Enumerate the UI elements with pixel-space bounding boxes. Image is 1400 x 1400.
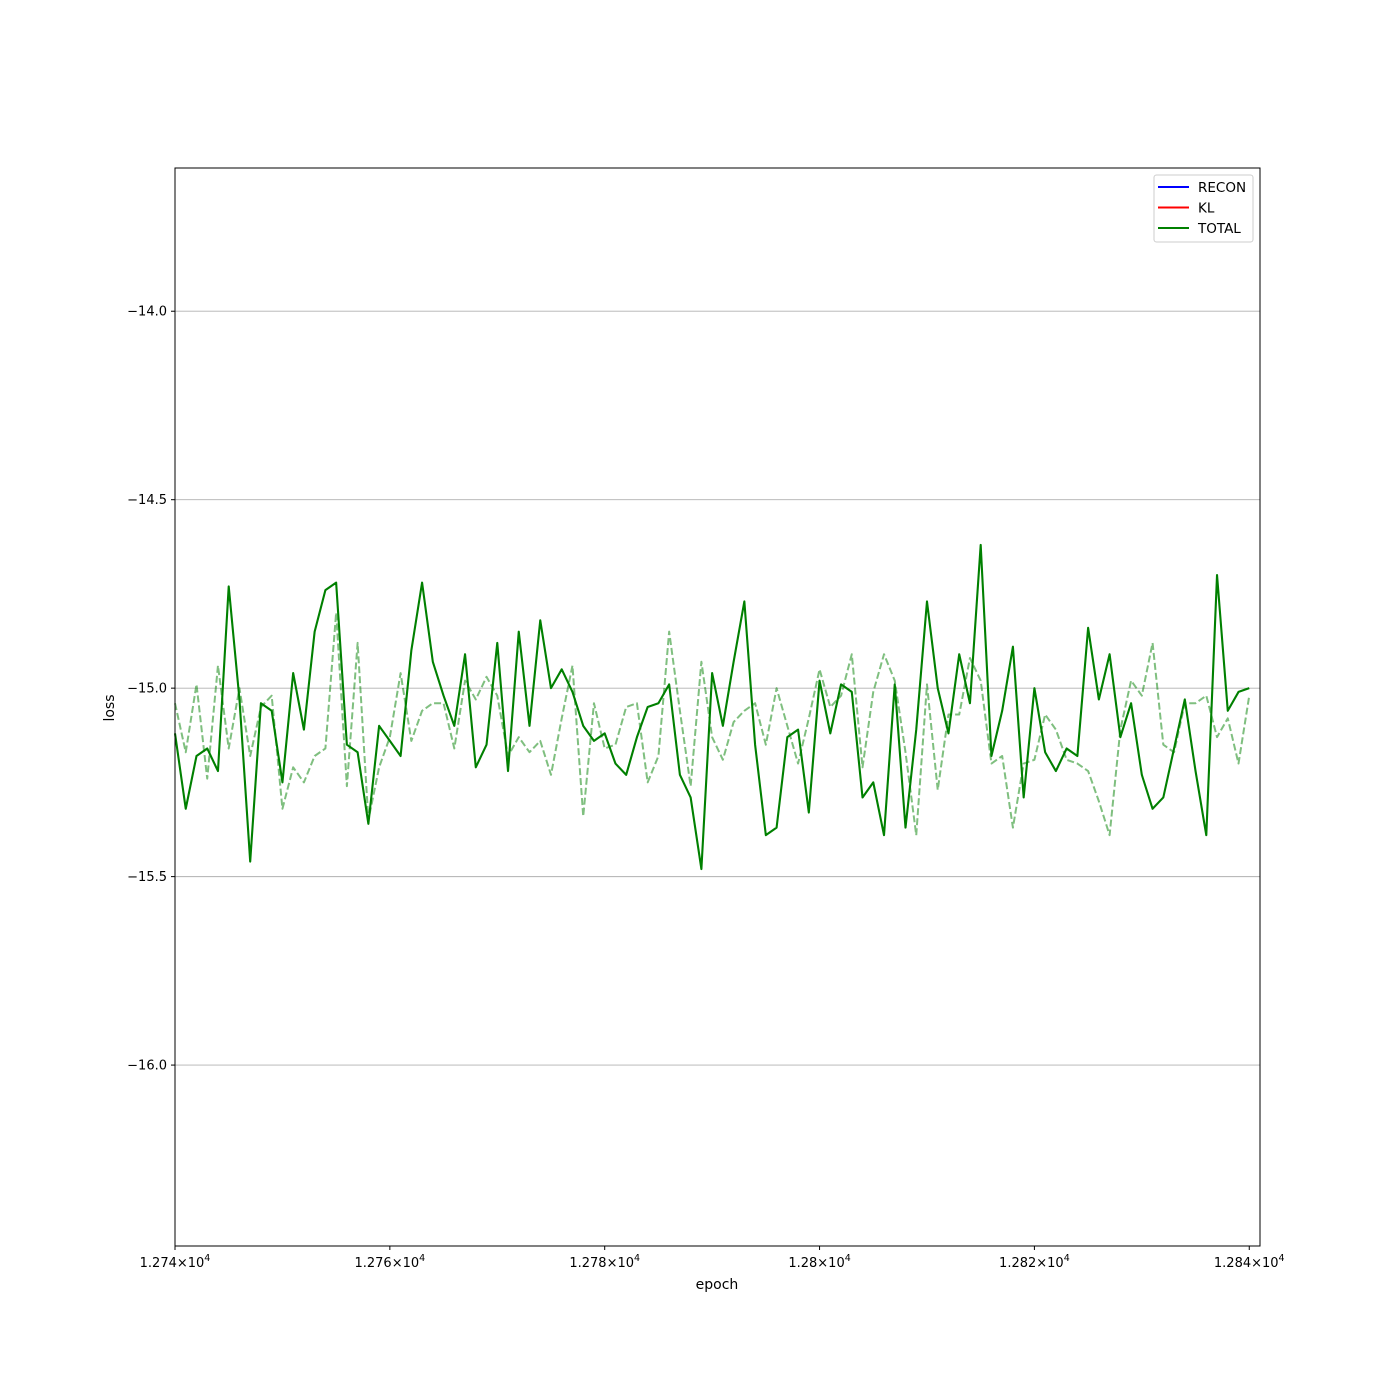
x-tick-exponent: 4 — [1279, 1253, 1285, 1264]
x-tick-label: 1.28×104 — [788, 1253, 850, 1271]
x-tick-multiplier: ×10 — [392, 1256, 419, 1271]
x-tick-multiplier: ×10 — [817, 1256, 844, 1271]
x-tick-exponent: 4 — [204, 1253, 210, 1264]
x-tick-exponent: 4 — [419, 1253, 425, 1264]
x-tick-mantissa: 1.276 — [354, 1256, 391, 1271]
legend: RECON KL TOTAL — [1153, 174, 1254, 243]
x-tick-multiplier: ×10 — [1251, 1256, 1278, 1271]
legend-box — [1153, 174, 1254, 243]
x-tick-multiplier: ×10 — [607, 1256, 634, 1271]
x-tick-label: 1.276×104 — [354, 1253, 425, 1271]
x-tick-label: 1.274×104 — [140, 1253, 211, 1271]
x-axis-label: epoch — [696, 1277, 739, 1293]
x-axis-ticks: 1.274×104 1.276×104 1.278×104 1.28×104 1.282… — [140, 1246, 1285, 1271]
x-tick-label: 1.284×104 — [1214, 1253, 1285, 1271]
y-tick-label: −14.0 — [127, 305, 167, 320]
y-axis-ticks: −14.0 −14.5 −15.0 −15.5 −16.0 — [127, 305, 175, 1074]
y-tick-label: −16.0 — [127, 1059, 167, 1074]
legend-label-kl: KL — [1198, 201, 1215, 217]
series-lines — [173, 543, 1251, 871]
x-tick-mantissa: 1.282 — [999, 1256, 1036, 1271]
total-dashed-series-line — [174, 611, 1251, 837]
x-tick-mantissa: 1.274 — [140, 1256, 177, 1271]
plot-frame — [174, 167, 1261, 1247]
y-tick-label: −14.5 — [127, 493, 167, 508]
y-axis-label: loss — [102, 694, 118, 721]
x-tick-mantissa: 1.278 — [569, 1256, 606, 1271]
x-tick-label: 1.278×104 — [569, 1253, 640, 1271]
grid-lines — [175, 310, 1260, 1066]
y-tick-label: −15.5 — [127, 870, 167, 885]
x-tick-multiplier: ×10 — [177, 1256, 204, 1271]
x-tick-label: 1.282×104 — [999, 1253, 1070, 1271]
x-tick-exponent: 4 — [1064, 1253, 1070, 1264]
x-tick-mantissa: 1.284 — [1214, 1256, 1251, 1271]
legend-label-recon: RECON — [1198, 180, 1246, 196]
x-tick-mantissa: 1.28 — [788, 1256, 817, 1271]
x-tick-multiplier: ×10 — [1036, 1256, 1063, 1271]
legend-label-total: TOTAL — [1197, 221, 1241, 237]
x-tick-exponent: 4 — [634, 1253, 640, 1264]
total-series-line — [173, 543, 1250, 871]
plot-area — [175, 168, 1260, 1246]
y-tick-label: −15.0 — [127, 682, 167, 697]
x-tick-exponent: 4 — [845, 1253, 851, 1264]
